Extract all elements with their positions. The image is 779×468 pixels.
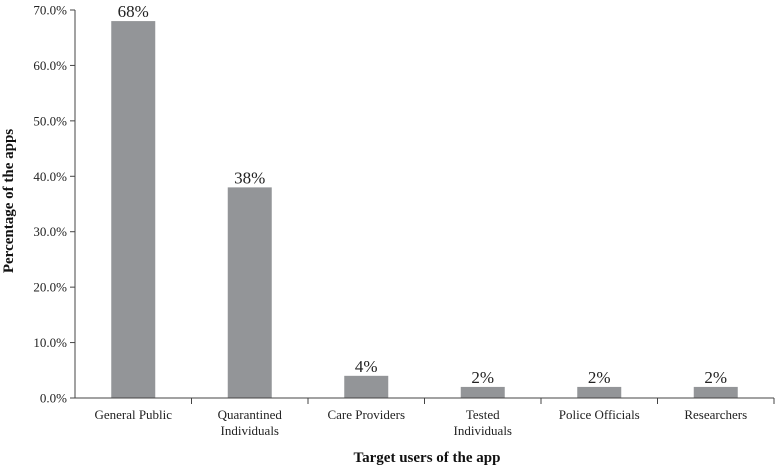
- x-axis-ticks: General Public Quarantined Individuals Care…: [94, 398, 775, 438]
- y-tick-label: 10.0%: [33, 335, 67, 350]
- y-tick-label: 30.0%: [33, 224, 67, 239]
- bar: [111, 21, 156, 398]
- bar: [460, 386, 505, 398]
- y-tick-label: 50.0%: [33, 113, 67, 128]
- x-tick-label: Researchers: [684, 407, 747, 422]
- data-label: 68%: [118, 2, 149, 21]
- y-tick-label: 40.0%: [33, 169, 67, 184]
- data-label: 38%: [234, 168, 265, 187]
- x-tick-label: Quarantined Individuals: [218, 407, 283, 438]
- y-tick-label: 20.0%: [33, 280, 67, 295]
- x-axis-title: Target users of the app: [354, 450, 501, 466]
- bar: [227, 187, 272, 398]
- data-label: 2%: [471, 368, 494, 387]
- bar: [344, 375, 389, 398]
- data-label: 2%: [704, 368, 727, 387]
- bars: [111, 21, 738, 398]
- y-tick-label: 0.0%: [40, 391, 67, 406]
- x-tick-label: General Public: [94, 407, 172, 422]
- y-tick-label: 70.0%: [33, 3, 67, 18]
- x-tick-label: Tested Individuals: [454, 407, 513, 438]
- data-label: 4%: [355, 357, 378, 376]
- x-tick-label: Care Providers: [327, 407, 405, 422]
- x-tick-label: Police Officials: [559, 407, 640, 422]
- bar: [693, 386, 738, 398]
- y-axis-ticks: 0.0% 10.0% 20.0% 30.0% 40.0% 50.0% 60.0% 70.0%: [33, 3, 75, 406]
- bar: [577, 386, 622, 398]
- y-tick-label: 60.0%: [33, 58, 67, 73]
- data-label: 2%: [588, 368, 611, 387]
- y-axis-title: Percentage of the apps: [1, 129, 17, 273]
- data-labels: 68% 38% 4% 2% 2% 2%: [118, 2, 727, 387]
